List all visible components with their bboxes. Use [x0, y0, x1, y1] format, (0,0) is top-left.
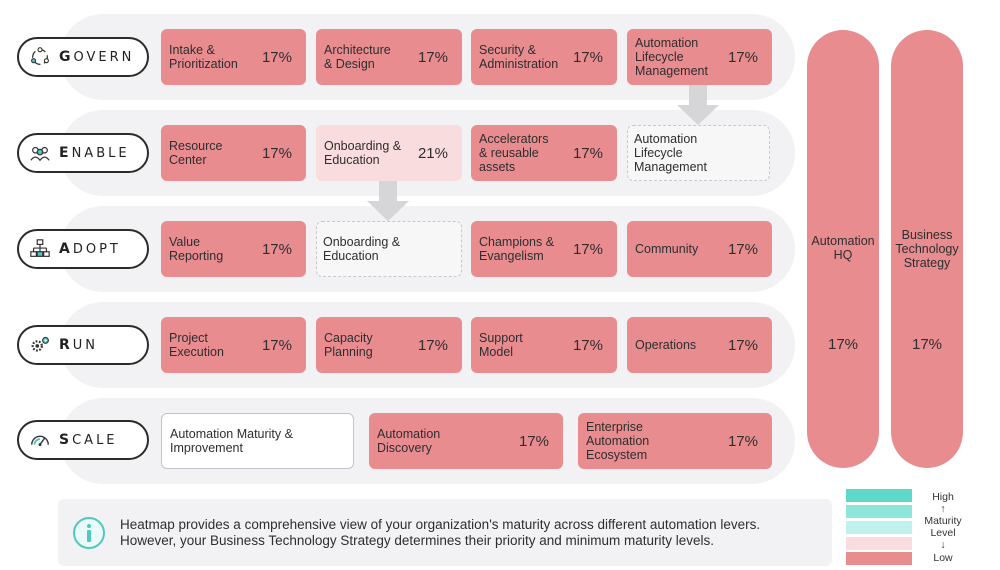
cell-architecture-design[interactable]: Architecture & Design 17%	[316, 29, 462, 85]
legend-high: High	[932, 491, 954, 503]
cell-name: Community	[635, 242, 699, 256]
cell-intake-prioritization[interactable]: Intake & Prioritization 17%	[161, 29, 306, 85]
scale-label-text: SCALE	[59, 432, 118, 448]
cell-pct: 17%	[518, 432, 549, 450]
pillar-pct: 17%	[911, 336, 943, 353]
pillar-name: Business Technology Strategy	[895, 228, 959, 270]
cell-resource-center[interactable]: Resource Center 17%	[161, 125, 306, 181]
cell-pct: 17%	[572, 48, 603, 66]
cell-name: Security & Administration	[479, 43, 559, 71]
cell-pct: 17%	[261, 48, 292, 66]
run-label-text: RUN	[59, 337, 99, 353]
cell-champions-evangelism[interactable]: Champions & Evangelism 17%	[471, 221, 617, 277]
cell-name: Project Execution	[169, 331, 224, 359]
cell-pct: 17%	[572, 336, 603, 354]
cell-name: Onboarding & Education	[324, 139, 402, 167]
cell-name: Automation Lifecycle Management	[634, 132, 707, 174]
enable-label[interactable]: ENABLE	[17, 133, 149, 173]
adopt-label-text: ADOPT	[59, 241, 121, 257]
legend-swatch	[846, 521, 912, 534]
legend-swatch	[846, 552, 912, 565]
cell-name: Automation Discovery	[377, 427, 441, 455]
info-banner: Heatmap provides a comprehensive view of…	[58, 499, 832, 566]
legend-low: Low	[933, 552, 953, 564]
cell-name: Architecture & Design	[324, 43, 391, 71]
cell-onboarding-education[interactable]: Onboarding & Education 21%	[316, 125, 462, 181]
cell-name: Automation Lifecycle Management	[635, 36, 708, 78]
down-arrow-icon	[367, 181, 409, 221]
cell-pct: 17%	[727, 432, 758, 450]
cell-name: Operations	[635, 338, 697, 352]
cell-pct: 17%	[261, 144, 292, 162]
cell-name: Resource Center	[169, 139, 223, 167]
cell-name: Automation Maturity & Improvement	[170, 427, 293, 455]
cell-accelerators-assets[interactable]: Accelerators & reusable assets 17%	[471, 125, 617, 181]
cycle-icon	[31, 47, 49, 65]
cell-name: Support Model	[479, 331, 523, 359]
legend-swatch	[846, 489, 912, 502]
cell-name: Capacity Planning	[324, 331, 373, 359]
cell-value-reporting[interactable]: Value Reporting 17%	[161, 221, 306, 277]
cell-onboarding-education-placeholder[interactable]: Onboarding & Education	[316, 221, 462, 277]
maturity-legend: High ↑ Maturity Level ↓ Low	[846, 489, 976, 567]
enable-label-text: ENABLE	[59, 145, 130, 161]
cell-community[interactable]: Community 17%	[627, 221, 772, 277]
cell-automation-lifecycle-management[interactable]: Automation Lifecycle Management 17%	[627, 29, 772, 85]
cell-project-execution[interactable]: Project Execution 17%	[161, 317, 306, 373]
legend-swatch	[846, 537, 912, 550]
cell-pct: 21%	[417, 144, 448, 162]
gauge-icon	[31, 435, 49, 447]
pillar-business-technology-strategy[interactable]: Business Technology Strategy 17%	[891, 30, 963, 468]
cell-pct: 17%	[727, 48, 758, 66]
cell-pct: 17%	[727, 336, 758, 354]
govern-label-text: GOVERN	[59, 49, 135, 65]
cell-name: Champions & Evangelism	[479, 235, 555, 263]
cell-name: Value Reporting	[169, 235, 224, 263]
cell-support-model[interactable]: Support Model 17%	[471, 317, 617, 373]
cell-enterprise-automation-ecosystem[interactable]: Enterprise Automation Ecosystem 17%	[578, 413, 772, 469]
run-label[interactable]: RUN	[17, 325, 149, 365]
gears-icon	[31, 336, 49, 352]
cell-capacity-planning[interactable]: Capacity Planning 17%	[316, 317, 462, 373]
cell-automation-maturity-improvement[interactable]: Automation Maturity & Improvement	[161, 413, 354, 469]
legend-swatch	[846, 505, 912, 518]
people-icon	[30, 146, 50, 162]
govern-label[interactable]: GOVERN	[17, 37, 149, 77]
pillar-name: Automation HQ	[811, 234, 875, 262]
cell-name: Accelerators & reusable assets	[479, 132, 549, 174]
info-icon	[73, 516, 105, 549]
cell-name: Onboarding & Education	[323, 235, 401, 263]
cell-pct: 17%	[417, 48, 448, 66]
cell-automation-discovery[interactable]: Automation Discovery 17%	[369, 413, 563, 469]
cell-security-administration[interactable]: Security & Administration 17%	[471, 29, 617, 85]
pillar-automation-hq[interactable]: Automation HQ 17%	[807, 30, 879, 468]
cell-name: Enterprise Automation Ecosystem	[586, 420, 650, 462]
cell-pct: 17%	[727, 240, 758, 258]
cell-automation-lifecycle-placeholder[interactable]: Automation Lifecycle Management	[627, 125, 770, 181]
adopt-label[interactable]: ADOPT	[17, 229, 149, 269]
legend-down-arrow: ↓	[940, 539, 946, 551]
legend-title: Maturity Level	[924, 515, 962, 539]
scale-label[interactable]: SCALE	[17, 420, 149, 460]
cell-pct: 17%	[572, 240, 603, 258]
cell-pct: 17%	[261, 240, 292, 258]
cell-pct: 17%	[417, 336, 448, 354]
cell-name: Intake & Prioritization	[169, 43, 238, 71]
hierarchy-icon	[30, 239, 50, 257]
legend-up-arrow: ↑	[940, 503, 946, 515]
cell-operations[interactable]: Operations 17%	[627, 317, 772, 373]
cell-pct: 17%	[261, 336, 292, 354]
pillar-pct: 17%	[827, 336, 859, 353]
cell-pct: 17%	[572, 144, 603, 162]
info-text: Heatmap provides a comprehensive view of…	[120, 516, 761, 548]
down-arrow-icon	[677, 85, 719, 125]
